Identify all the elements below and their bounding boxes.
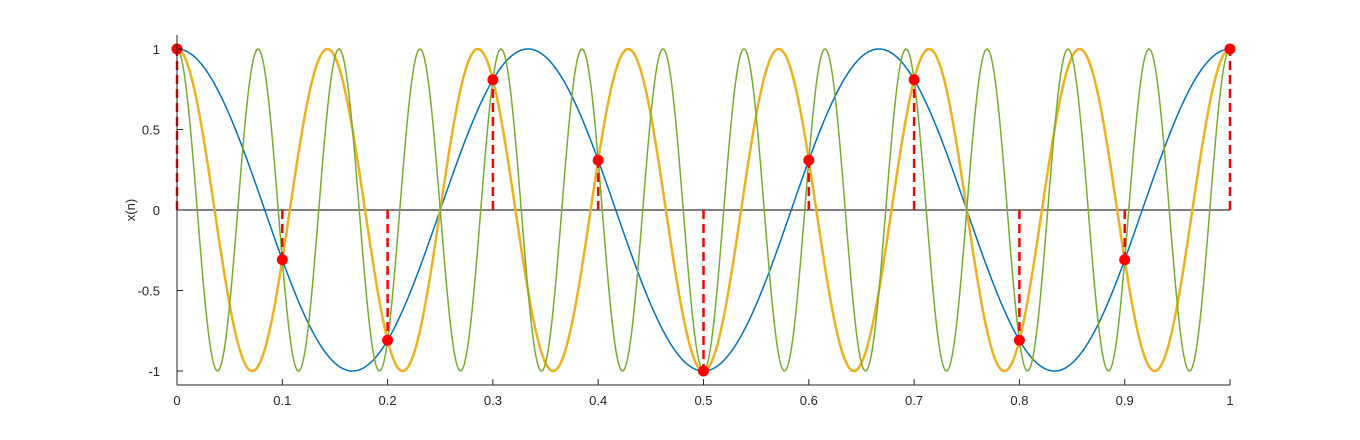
sample-point [1224, 43, 1236, 55]
sample-point [698, 365, 709, 377]
plot-area [171, 43, 1236, 377]
x-tick-label: 0.8 [1010, 393, 1028, 408]
sample-point [1013, 334, 1025, 346]
x-tick-label: 0.3 [484, 393, 502, 408]
axes: 0 0.1 0.2 0.3 0.4 0.5 0.6 0.7 0.8 0.9 1 -1 -0.5 0 0.5 1 [138, 35, 1234, 408]
sample-point [487, 74, 499, 86]
x-tick-label: 0.6 [800, 393, 818, 408]
x-tick-label: 0.7 [905, 393, 923, 408]
x-tick-label: 0.5 [694, 393, 712, 408]
sample-point [803, 154, 815, 166]
x-tick-label: 0.2 [379, 393, 397, 408]
x-tick-label: 0 [173, 393, 180, 408]
sample-point [908, 74, 920, 86]
sample-point [1119, 254, 1131, 266]
sample-point [592, 154, 604, 166]
y-tick-label: -0.5 [138, 284, 160, 299]
y-tick-label: 1 [153, 42, 160, 57]
sample-point [276, 254, 288, 266]
x-tick-label: 0.9 [1116, 393, 1134, 408]
y-axis-label: x(n) [123, 199, 138, 221]
x-tick-label: 0.4 [589, 393, 607, 408]
x-tick-label: 0.1 [273, 393, 291, 408]
y-tick-label: 0.5 [142, 123, 160, 138]
y-tick-label: 0 [153, 203, 160, 218]
x-tick-label: 1 [1226, 393, 1233, 408]
y-tick-label: -1 [148, 364, 160, 379]
sample-point [382, 334, 394, 346]
